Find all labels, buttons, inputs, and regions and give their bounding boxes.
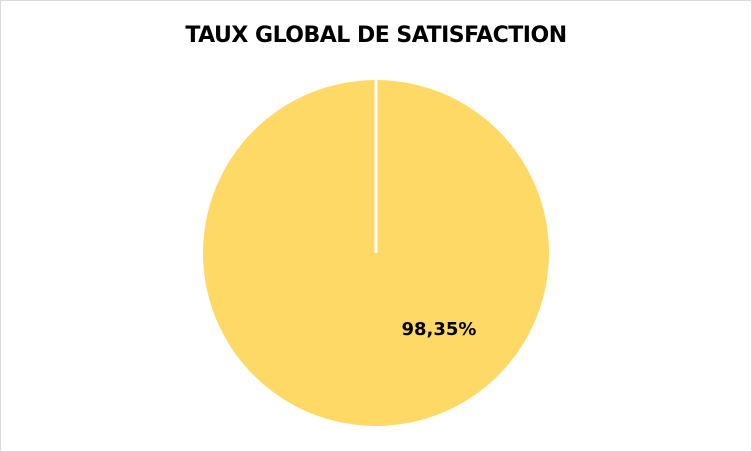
chart-title: TAUX GLOBAL DE SATISFACTION — [185, 23, 567, 48]
data-label: 98,35% — [402, 319, 477, 340]
